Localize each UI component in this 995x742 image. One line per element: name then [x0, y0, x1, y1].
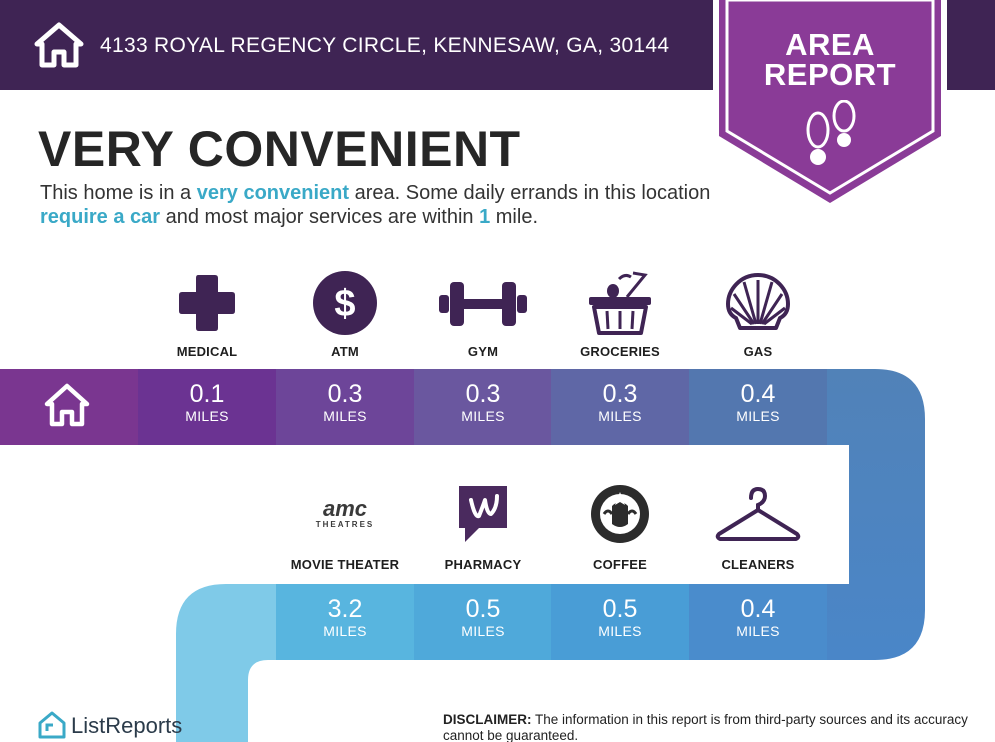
dumbbell-icon	[439, 282, 527, 326]
distance-value: 0.4	[740, 595, 776, 623]
category-label: COFFEE	[593, 557, 647, 572]
hanger-icon	[715, 486, 801, 541]
category-cleaners: CLEANERS	[689, 484, 827, 576]
distance-unit: MILES	[736, 408, 780, 424]
distance-unit: MILES	[598, 408, 642, 424]
disclaimer-text: The information in this report is from t…	[443, 712, 968, 742]
badge-title: AREA REPORT	[713, 27, 947, 92]
distance-cell-cleaners: 0.4 MILES	[689, 584, 827, 660]
distance-unit: MILES	[323, 623, 367, 639]
distance-cell-gas: 0.4 MILES	[689, 369, 827, 445]
house-icon	[34, 22, 84, 68]
category-label: CLEANERS	[721, 557, 795, 572]
distance-unit: MILES	[461, 408, 505, 424]
start-home-icon	[44, 383, 90, 427]
property-address: 4133 ROYAL REGENCY CIRCLE, KENNESAW, GA,…	[100, 34, 670, 57]
category-atm: $ ATM	[276, 268, 414, 360]
distance-unit: MILES	[185, 408, 229, 424]
distance-cell-atm: 0.3 MILES	[276, 369, 414, 445]
disclaimer: DISCLAIMER: The information in this repo…	[443, 712, 983, 742]
category-gas: GAS	[689, 268, 827, 360]
distance-unit: MILES	[461, 623, 505, 639]
footprints-icon	[806, 100, 856, 165]
distance-value: 0.1	[189, 380, 225, 408]
category-movie-theater: amc THEATRES MOVIE THEATER	[276, 484, 414, 576]
disclaimer-label: DISCLAIMER:	[443, 712, 532, 727]
distance-unit: MILES	[736, 623, 780, 639]
distance-value: 3.2	[327, 595, 363, 623]
badge-title-line1: AREA	[785, 27, 875, 62]
distance-cell-pharmacy: 0.5 MILES	[414, 584, 552, 660]
distance-cell-groceries: 0.3 MILES	[551, 369, 689, 445]
category-label: PHARMACY	[444, 557, 522, 572]
distance-cell-gym: 0.3 MILES	[414, 369, 552, 445]
category-label: ATM	[331, 344, 359, 359]
category-pharmacy: PHARMACY	[414, 484, 552, 576]
walgreens-logo-icon	[459, 486, 507, 542]
area-report-badge	[713, 0, 947, 210]
category-label: MEDICAL	[176, 344, 238, 359]
category-label: GROCERIES	[580, 344, 660, 359]
category-coffee: COFFEE	[551, 484, 689, 576]
badge-title-line2: REPORT	[763, 57, 897, 92]
grocery-basket-icon	[589, 271, 651, 335]
distance-cell-movie-theater: 3.2 MILES	[276, 584, 414, 660]
category-label: MOVIE THEATER	[290, 557, 400, 572]
page-title: VERY CONVENIENT	[38, 121, 521, 177]
category-label: GYM	[467, 344, 499, 359]
shell-icon	[726, 273, 790, 330]
category-groceries: GROCERIES	[551, 268, 689, 360]
distance-unit: MILES	[323, 408, 367, 424]
distance-cell-coffee: 0.5 MILES	[551, 584, 689, 660]
svg-text:$: $	[334, 283, 355, 325]
distance-value: 0.4	[740, 380, 776, 408]
dollar-coin-icon: $	[313, 271, 377, 335]
distance-value: 0.5	[602, 595, 638, 623]
distance-unit: MILES	[598, 623, 642, 639]
amc-theatres-logo-icon: amc THEATRES	[316, 498, 375, 529]
listreports-logo-icon	[38, 711, 66, 739]
distance-value: 0.5	[465, 595, 501, 623]
brand-name: ListReports	[71, 713, 183, 738]
category-gym: GYM	[414, 268, 552, 360]
amc-logo-subtext: THEATRES	[316, 520, 375, 529]
medical-cross-icon	[179, 275, 235, 331]
category-label: GAS	[743, 344, 773, 359]
distance-value: 0.3	[602, 380, 638, 408]
category-medical: MEDICAL	[138, 268, 276, 360]
distance-cell-medical: 0.1 MILES	[138, 369, 276, 445]
amc-logo-text: amc	[323, 498, 367, 521]
summary-text: This home is in a very convenient area. …	[40, 182, 711, 228]
distance-value: 0.3	[465, 380, 501, 408]
distance-value: 0.3	[327, 380, 363, 408]
starbucks-logo-icon	[591, 485, 649, 543]
